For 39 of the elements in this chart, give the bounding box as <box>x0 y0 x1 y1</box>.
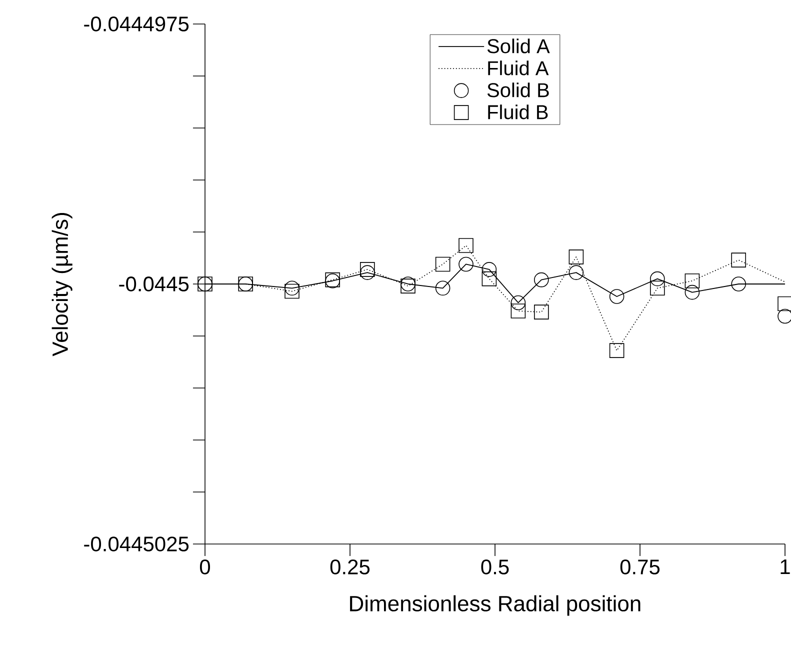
point <box>284 280 300 296</box>
point <box>534 304 549 320</box>
point <box>482 271 497 286</box>
point <box>482 262 497 277</box>
point <box>534 272 549 288</box>
legend-label: Fluid B <box>488 104 548 120</box>
point <box>650 280 665 296</box>
y-tick-label: -0.0445025 <box>84 536 189 552</box>
point <box>609 343 624 358</box>
point <box>360 265 375 280</box>
point <box>568 250 584 264</box>
point <box>458 256 474 272</box>
point <box>435 256 450 272</box>
point <box>458 238 474 253</box>
point <box>778 308 791 324</box>
point <box>609 289 624 304</box>
point <box>360 262 375 277</box>
point <box>568 265 584 280</box>
point <box>510 295 526 310</box>
point <box>284 284 300 299</box>
point <box>684 284 700 300</box>
x-tick-label: 0.25 <box>330 560 370 574</box>
point <box>510 304 526 318</box>
y-tick-label: -0.0444975 <box>84 16 189 32</box>
x-axis-title: Dimensionless Radial position <box>350 595 640 616</box>
y-axis-title: Velocity (µm/s) <box>52 213 72 356</box>
legend-label: Solid A <box>487 38 550 54</box>
legend-label: Fluid A <box>488 60 549 76</box>
x-tick-label: 0 <box>200 560 210 574</box>
y-tick-label: -0.0445 <box>119 276 189 292</box>
x-tick-label: 0.75 <box>620 560 660 574</box>
point <box>435 280 450 296</box>
point <box>650 271 665 286</box>
x-tick-label: 1 <box>780 560 790 574</box>
legend-label: Solid B <box>487 82 549 98</box>
x-tick-label: 0.5 <box>481 560 509 574</box>
point <box>731 276 746 292</box>
point <box>731 252 746 268</box>
point <box>684 273 700 288</box>
